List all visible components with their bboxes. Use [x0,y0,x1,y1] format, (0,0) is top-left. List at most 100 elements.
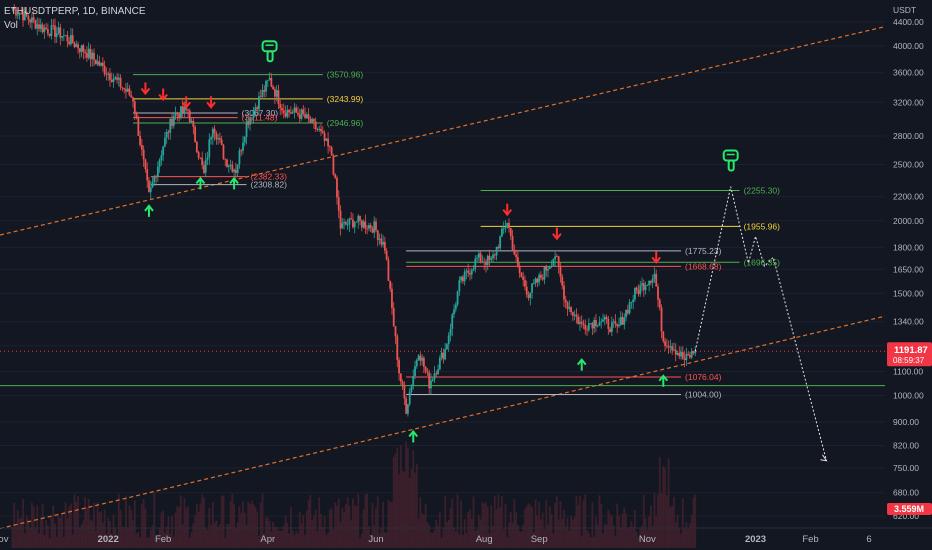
volume-indicator-label: Vol [4,20,18,31]
volume-bar [634,510,636,548]
volume-bar [15,526,17,548]
volume-bar [48,537,51,548]
volume-bar [169,533,172,548]
candle-body [272,86,275,90]
volume-bar [430,532,432,548]
volume-bar [313,515,315,548]
candle-body [211,128,214,138]
volume-bar [318,497,321,548]
volume-bar [204,527,207,548]
volume-bar [151,524,154,548]
candle-body [681,352,684,359]
candle-body [112,79,115,83]
candle-body [522,276,525,280]
volume-bar [224,537,227,548]
volume-bar [84,497,87,548]
volume-bar [626,527,629,548]
candle-body [243,136,246,143]
candle-body [348,218,351,225]
volume-bar [321,526,324,548]
volume-bar [332,529,335,548]
volume-bar [662,466,665,548]
volume-bar [641,525,643,548]
candle-body [642,283,645,291]
volume-bar [552,533,555,548]
volume-bar [563,509,565,548]
volume-bar [481,501,484,548]
candle-body [422,357,425,367]
candle-body [279,104,282,109]
candle-body [490,258,493,260]
candle-body [467,270,470,274]
candle-body [194,126,196,142]
candle-body [548,266,551,269]
candle-body [570,307,572,313]
volume-bar [547,524,549,548]
level-label: (1696.35) [744,257,781,267]
volume-bar [392,456,395,548]
volume-bar [545,500,548,548]
volume-bar [461,534,464,548]
volume-bar [222,495,225,548]
volume-bar [86,506,88,548]
candle-body [126,88,129,92]
candle-body [20,13,23,15]
volume-bar [334,502,337,548]
candle-body [662,331,665,342]
candle-body [344,222,347,225]
candle-body [403,385,406,399]
candle-body [91,52,94,60]
volume-bar [524,509,526,548]
volume-bar [648,516,651,548]
x-tick-label: 2022 [98,534,119,545]
volume-bar [362,509,365,548]
volume-bar [43,534,46,548]
candle-body [485,262,487,265]
candle-body [256,107,259,110]
candle-body [648,280,651,285]
candle-body [250,117,253,119]
volume-bar [509,511,512,548]
volume-bar [596,524,599,548]
candle-body [302,109,305,115]
volume-bar [603,523,606,548]
candle-body [151,182,154,188]
candle-body [657,286,659,300]
volume-bar [187,506,189,548]
candle-body [240,150,243,152]
volume-bar [467,511,470,548]
volume-bar [286,522,289,548]
volume-bar [130,509,133,548]
candle-body [483,261,486,263]
volume-bar [474,530,477,548]
y-tick-label: 2800.00 [893,131,924,141]
candle-body [52,25,55,27]
candle-body [559,266,562,277]
candle-body [148,180,150,193]
volume-bar [240,512,243,548]
candle-body [603,316,606,320]
candle-body [245,121,248,137]
volume-bar [192,523,195,548]
volume-bar [256,511,259,548]
candle-body [577,316,580,324]
volume-bar [325,535,328,548]
volume-bar [199,503,202,548]
candle-body [172,116,175,126]
volume-bar [140,504,143,548]
candle-body [82,45,85,52]
candle-body [291,111,294,114]
volume-bar [477,515,480,548]
volume-bar [543,529,546,548]
candle-body [183,106,186,113]
candle-body [59,27,62,38]
candle-body [685,353,688,361]
volume-bar [210,524,212,548]
candle-body [680,352,682,357]
candle-body [293,107,296,112]
candle-body [525,286,528,295]
arrow-head [658,374,669,382]
candle-body [438,357,441,370]
